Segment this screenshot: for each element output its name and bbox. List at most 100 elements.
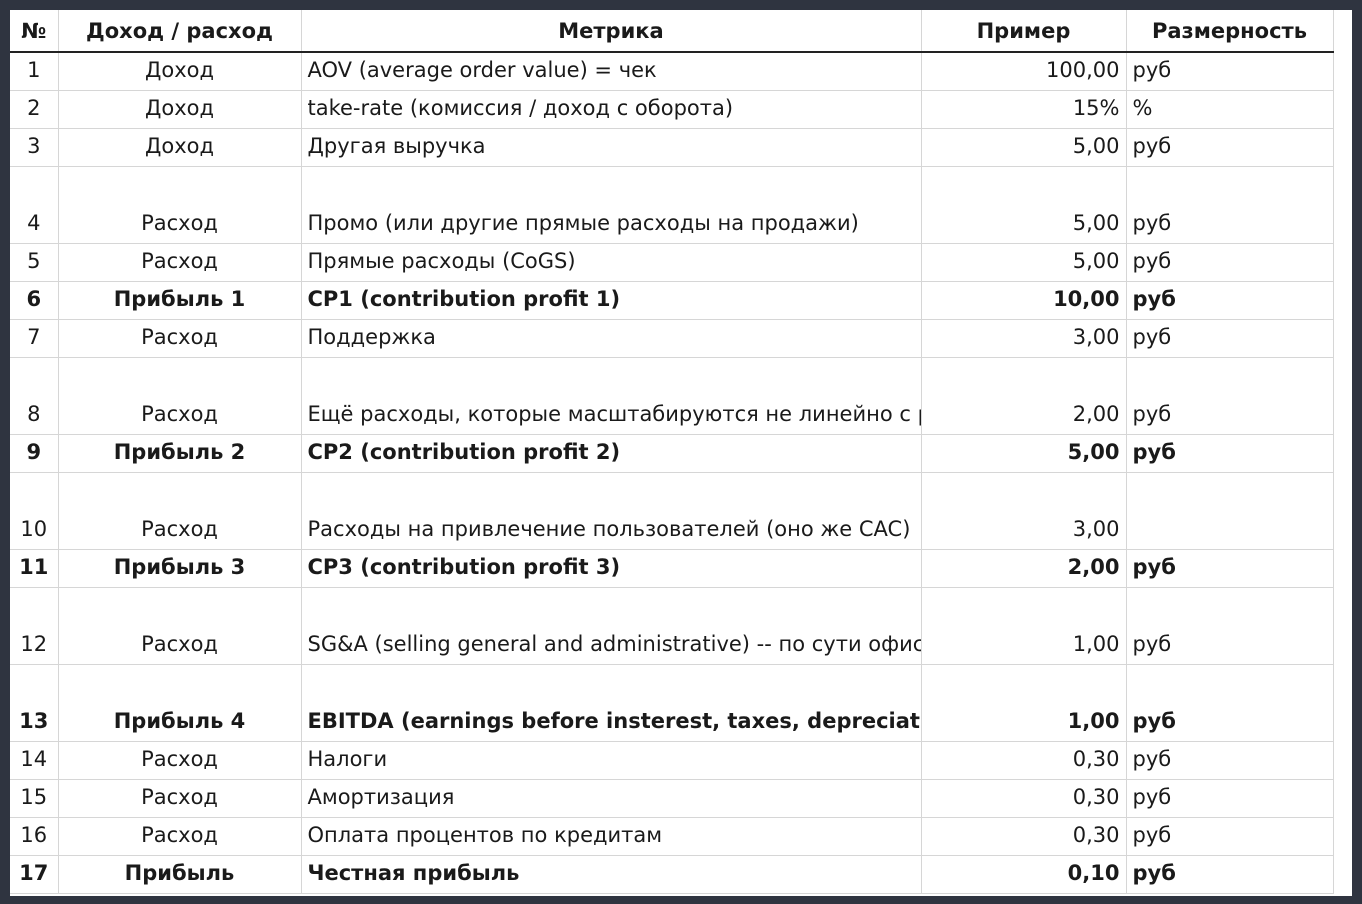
cell-num[interactable]: 4 (10, 166, 59, 244)
cell-unit[interactable]: руб (1126, 549, 1334, 588)
table-row: 2 Доход take-rate (комиссия / доход с об… (10, 90, 1334, 129)
cell-metric[interactable]: Прямые расходы (CoGS) (301, 243, 922, 282)
cell-num[interactable]: 9 (10, 434, 59, 473)
cell-example[interactable]: 2,00 (921, 357, 1127, 435)
cell-example[interactable]: 10,00 (921, 281, 1127, 320)
cell-unit[interactable]: руб (1126, 281, 1334, 320)
cell-example[interactable]: 0,30 (921, 817, 1127, 856)
table-row: 9 Прибыль 2 CP2 (contribution profit 2) … (10, 434, 1334, 473)
cell-num[interactable]: 6 (10, 281, 59, 320)
cell-metric[interactable]: Ещё расходы, которые масштабируются не л… (301, 357, 922, 435)
cell-metric[interactable]: SG&A (selling general and administrative… (301, 587, 922, 665)
cell-unit[interactable]: руб (1126, 664, 1334, 742)
header-example[interactable]: Пример (921, 10, 1127, 53)
cell-num[interactable]: 15 (10, 779, 59, 818)
cell-example[interactable]: 1,00 (921, 664, 1127, 742)
cell-num[interactable]: 2 (10, 90, 59, 129)
cell-metric[interactable]: Расходы на привлечение пользователей (он… (301, 472, 922, 550)
cell-type[interactable]: Доход (58, 128, 302, 167)
cell-metric[interactable]: Оплата процентов по кредитам (301, 817, 922, 856)
cell-num[interactable]: 8 (10, 357, 59, 435)
cell-metric[interactable]: EBITDA (earnings before insterest, taxes… (301, 664, 922, 742)
cell-type[interactable]: Прибыль 2 (58, 434, 302, 473)
cell-num[interactable]: 10 (10, 472, 59, 550)
cell-type[interactable]: Расход (58, 779, 302, 818)
cell-num[interactable]: 3 (10, 128, 59, 167)
table-row: 1 Доход AOV (average order value) = чек … (10, 52, 1334, 91)
cell-example[interactable]: 5,00 (921, 243, 1127, 282)
header-unit[interactable]: Размерность (1126, 10, 1334, 53)
table-row: 13 Прибыль 4 EBITDA (earnings before ins… (10, 664, 1334, 742)
cell-unit[interactable]: руб (1126, 243, 1334, 282)
cell-example[interactable]: 0,10 (921, 855, 1127, 894)
cell-example[interactable]: 5,00 (921, 128, 1127, 167)
cell-num[interactable]: 17 (10, 855, 59, 894)
header-metric[interactable]: Метрика (301, 10, 922, 53)
cell-unit[interactable]: руб (1126, 52, 1334, 91)
cell-type[interactable]: Расход (58, 243, 302, 282)
cell-type[interactable]: Расход (58, 319, 302, 358)
cell-metric[interactable]: Поддержка (301, 319, 922, 358)
table-row: 14 Расход Налоги 0,30 руб (10, 741, 1334, 780)
cell-metric[interactable]: Честная прибыль (301, 855, 922, 894)
table-row: 3 Доход Другая выручка 5,00 руб (10, 128, 1334, 167)
cell-example[interactable]: 100,00 (921, 52, 1127, 91)
table-row: 4 Расход Промо (или другие прямые расход… (10, 166, 1334, 244)
table-row: 16 Расход Оплата процентов по кредитам 0… (10, 817, 1334, 856)
cell-type[interactable]: Расход (58, 357, 302, 435)
table-row: 17 Прибыль Честная прибыль 0,10 руб (10, 855, 1334, 894)
cell-type[interactable]: Прибыль 3 (58, 549, 302, 588)
cell-type[interactable]: Прибыль 1 (58, 281, 302, 320)
cell-unit[interactable]: руб (1126, 319, 1334, 358)
cell-type[interactable]: Расход (58, 166, 302, 244)
cell-metric[interactable]: Налоги (301, 741, 922, 780)
cell-example[interactable]: 3,00 (921, 472, 1127, 550)
cell-example[interactable]: 5,00 (921, 166, 1127, 244)
cell-unit[interactable] (1126, 472, 1334, 550)
cell-num[interactable]: 1 (10, 52, 59, 91)
table-row: 10 Расход Расходы на привлечение пользов… (10, 472, 1334, 550)
cell-metric[interactable]: take-rate (комиссия / доход с оборота) (301, 90, 922, 129)
cell-num[interactable]: 5 (10, 243, 59, 282)
cell-num[interactable]: 16 (10, 817, 59, 856)
cell-example[interactable]: 0,30 (921, 741, 1127, 780)
cell-example[interactable]: 3,00 (921, 319, 1127, 358)
cell-unit[interactable]: руб (1126, 587, 1334, 665)
cell-type[interactable]: Расход (58, 741, 302, 780)
cell-metric[interactable]: Амортизация (301, 779, 922, 818)
cell-type[interactable]: Расход (58, 587, 302, 665)
cell-unit[interactable]: руб (1126, 741, 1334, 780)
cell-example[interactable]: 15% (921, 90, 1127, 129)
cell-type[interactable]: Доход (58, 52, 302, 91)
cell-example[interactable]: 2,00 (921, 549, 1127, 588)
cell-num[interactable]: 12 (10, 587, 59, 665)
cell-metric[interactable]: Другая выручка (301, 128, 922, 167)
cell-num[interactable]: 11 (10, 549, 59, 588)
cell-unit[interactable]: руб (1126, 166, 1334, 244)
cell-type[interactable]: Доход (58, 90, 302, 129)
cell-metric[interactable]: CP3 (contribution profit 3) (301, 549, 922, 588)
cell-type[interactable]: Прибыль (58, 855, 302, 894)
cell-metric[interactable]: AOV (average order value) = чек (301, 52, 922, 91)
header-type[interactable]: Доход / расход (58, 10, 302, 53)
cell-example[interactable]: 5,00 (921, 434, 1127, 473)
cell-unit[interactable]: руб (1126, 128, 1334, 167)
cell-unit[interactable]: руб (1126, 817, 1334, 856)
cell-type[interactable]: Расход (58, 472, 302, 550)
header-num[interactable]: № (10, 10, 59, 53)
cell-unit[interactable]: руб (1126, 357, 1334, 435)
cell-unit[interactable]: руб (1126, 434, 1334, 473)
cell-example[interactable]: 0,30 (921, 779, 1127, 818)
cell-unit[interactable]: руб (1126, 855, 1334, 894)
cell-unit[interactable]: % (1126, 90, 1334, 129)
cell-metric[interactable]: CP2 (contribution profit 2) (301, 434, 922, 473)
cell-num[interactable]: 14 (10, 741, 59, 780)
cell-type[interactable]: Расход (58, 817, 302, 856)
cell-num[interactable]: 13 (10, 664, 59, 742)
cell-type[interactable]: Прибыль 4 (58, 664, 302, 742)
cell-metric[interactable]: CP1 (contribution profit 1) (301, 281, 922, 320)
cell-num[interactable]: 7 (10, 319, 59, 358)
cell-example[interactable]: 1,00 (921, 587, 1127, 665)
cell-unit[interactable]: руб (1126, 779, 1334, 818)
cell-metric[interactable]: Промо (или другие прямые расходы на прод… (301, 166, 922, 244)
